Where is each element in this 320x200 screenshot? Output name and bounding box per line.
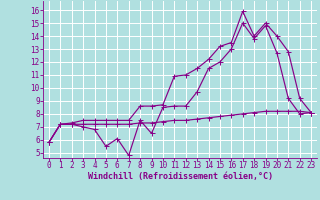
X-axis label: Windchill (Refroidissement éolien,°C): Windchill (Refroidissement éolien,°C) — [87, 172, 273, 181]
